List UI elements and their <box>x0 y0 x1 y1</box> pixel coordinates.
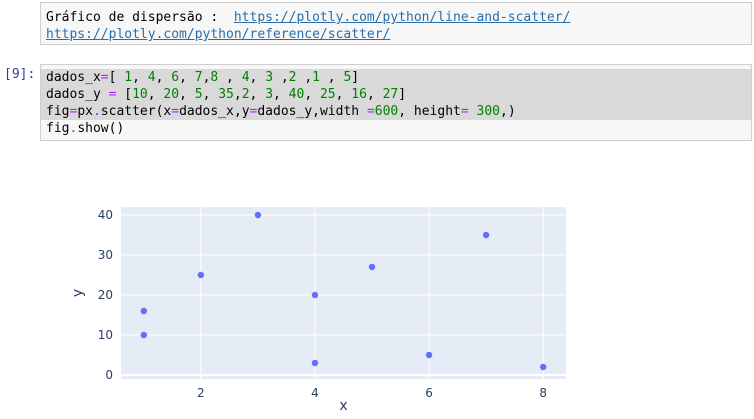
code-line-1: dados_x=[ 1, 4, 6, 7,8 , 4, 3 ,2 ,1 , 5] <box>41 69 751 86</box>
code-cell[interactable]: dados_x=[ 1, 4, 6, 7,8 , 4, 3 ,2 ,1 , 5]… <box>40 64 752 141</box>
plot-area <box>121 207 566 379</box>
x-tick-label: 8 <box>539 386 547 400</box>
markdown-cell[interactable]: Gráfico de dispersão : https://plotly.co… <box>40 2 752 45</box>
scatter-point <box>140 331 148 339</box>
scatter-point <box>311 291 319 299</box>
y-axis-label: y <box>70 289 86 297</box>
scatter-point <box>482 231 490 239</box>
x-tick-label: 4 <box>311 386 319 400</box>
code-line-3: fig=px.scatter(x=dados_x,y=dados_y,width… <box>41 103 751 120</box>
y-tick-label: 20 <box>98 288 113 302</box>
markdown-label: Gráfico de dispersão : <box>46 10 234 25</box>
y-tick-label: 10 <box>98 328 113 342</box>
link-reference-scatter[interactable]: https://plotly.com/python/reference/scat… <box>46 27 391 42</box>
code-line-4: fig.show() <box>46 121 125 136</box>
scatter-point <box>254 211 262 219</box>
code-line-2: dados_y = [10, 20, 5, 35,2, 3, 40, 25, 1… <box>41 86 751 103</box>
x-tick-label: 2 <box>197 386 205 400</box>
markdown-line-1: Gráfico de dispersão : https://plotly.co… <box>46 9 570 26</box>
markdown-line-2: https://plotly.com/python/reference/scat… <box>46 26 390 43</box>
y-tick-label: 0 <box>105 368 113 382</box>
scatter-plot[interactable]: 2 4 6 8 0 10 20 30 40 x y <box>0 150 754 415</box>
scatter-point <box>197 271 205 279</box>
scatter-point <box>425 351 433 359</box>
link-line-and-scatter[interactable]: https://plotly.com/python/line-and-scatt… <box>233 10 571 25</box>
cell-prompt: [9]: <box>4 67 36 82</box>
y-tick-label: 30 <box>98 248 113 262</box>
scatter-point <box>539 363 547 371</box>
scatter-point <box>311 359 319 367</box>
x-axis-label: x <box>339 398 347 414</box>
y-tick-label: 40 <box>98 208 113 222</box>
scatter-point <box>368 263 376 271</box>
scatter-point <box>140 307 148 315</box>
x-tick-label: 6 <box>425 386 433 400</box>
plot-output[interactable]: 2 4 6 8 0 10 20 30 40 x y <box>0 150 754 415</box>
